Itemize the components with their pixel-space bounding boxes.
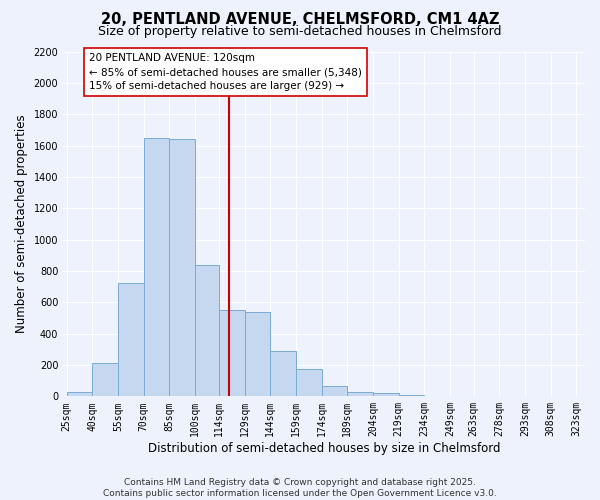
Bar (347, 392, 373, 396)
Bar (169, 140, 195, 396)
Bar (67, 392, 92, 396)
Bar (398, 395, 424, 396)
Bar (219, 310, 245, 396)
Text: Contains HM Land Registry data © Crown copyright and database right 2025.
Contai: Contains HM Land Registry data © Crown c… (103, 478, 497, 498)
Text: Size of property relative to semi-detached houses in Chelmsford: Size of property relative to semi-detach… (98, 25, 502, 38)
Bar (373, 393, 398, 396)
Bar (118, 284, 143, 397)
Bar (270, 351, 296, 397)
Text: 20, PENTLAND AVENUE, CHELMSFORD, CM1 4AZ: 20, PENTLAND AVENUE, CHELMSFORD, CM1 4AZ (101, 12, 499, 28)
Y-axis label: Number of semi-detached properties: Number of semi-detached properties (15, 114, 28, 333)
Bar (245, 312, 270, 396)
Bar (322, 386, 347, 396)
Bar (195, 264, 219, 396)
Text: 20 PENTLAND AVENUE: 120sqm
← 85% of semi-detached houses are smaller (5,348)
15%: 20 PENTLAND AVENUE: 120sqm ← 85% of semi… (89, 53, 362, 91)
X-axis label: Distribution of semi-detached houses by size in Chelmsford: Distribution of semi-detached houses by … (148, 442, 500, 455)
Bar (296, 369, 322, 396)
Bar (143, 138, 169, 396)
Bar (92, 364, 118, 396)
